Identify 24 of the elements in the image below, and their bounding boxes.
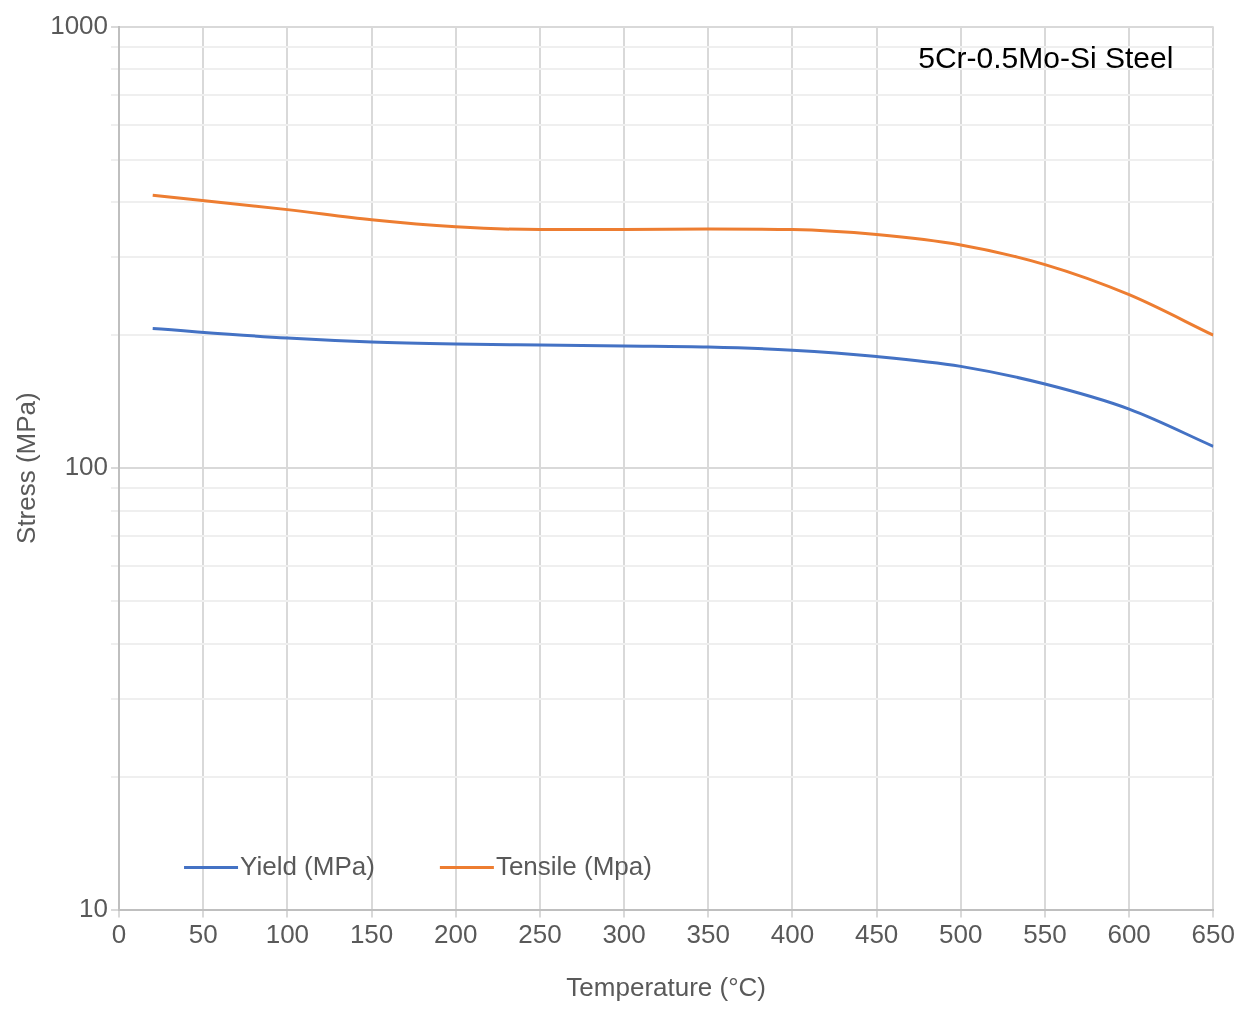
x-tick-label: 0	[111, 919, 127, 950]
y-axis-title: Stress (MPa)	[10, 392, 41, 544]
x-tick-label: 100	[265, 919, 310, 950]
x-axis-title: Temperature (°C)	[566, 971, 767, 1002]
x-tick-label: 350	[686, 919, 730, 950]
line-series	[151, 327, 1214, 448]
x-tick-label: 50	[188, 919, 218, 950]
legend-label: Yield (MPa)	[240, 850, 375, 881]
x-tick-label: 400	[770, 919, 815, 950]
x-tick-label: 650	[1191, 919, 1236, 950]
x-tick-label: 300	[602, 919, 646, 950]
y-tick-label: 1000	[50, 9, 109, 40]
y-tick-label: 100	[64, 451, 109, 482]
x-tick-label: 200	[434, 919, 478, 950]
line-series	[151, 193, 1214, 337]
x-tick-label: 150	[349, 919, 394, 950]
x-tick-label: 250	[518, 919, 562, 950]
x-tick-label: 450	[854, 919, 899, 950]
x-tick-label: 600	[1107, 919, 1151, 950]
x-tick-label: 500	[939, 919, 983, 950]
x-tick-label: 550	[1023, 919, 1067, 950]
y-tick-label: 10	[79, 892, 109, 923]
legend-label: Tensile (Mpa)	[495, 850, 652, 881]
text: 5Cr-0.5Mo-Si Steel	[918, 40, 1174, 74]
